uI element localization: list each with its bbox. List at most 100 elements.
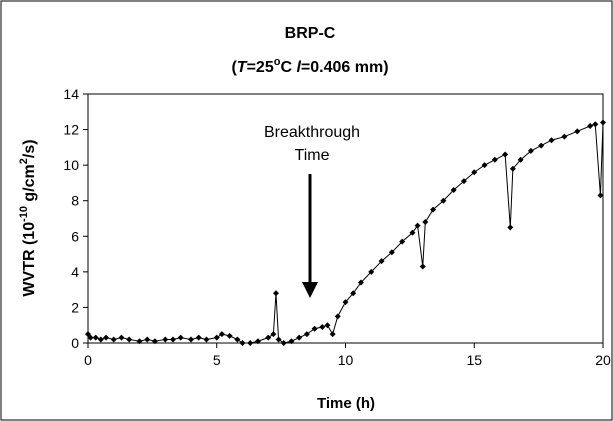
data-point [350,290,357,297]
subtitle-part: l [296,59,301,76]
data-point [507,224,514,231]
data-point [527,147,534,154]
data-point [491,156,498,163]
data-point [592,121,599,128]
x-tick-label: 15 [466,352,482,368]
data-point [254,338,261,345]
y-tick-label: 12 [63,122,79,138]
x-tick-label: 20 [595,352,611,368]
y-tick-label: 6 [71,228,79,244]
data-point [247,340,254,346]
data-point [509,165,516,172]
subtitle-part: o [274,56,281,68]
y-axis-label: WVTR (10-10 g/cm2/s) [18,139,38,296]
chart-subtitle: (T=25oC l=0.406 mm) [231,56,388,76]
y-tick-label: 0 [71,335,79,351]
data-point [213,334,220,341]
y-tick-label: 2 [71,299,79,315]
data-point [587,123,594,130]
subtitle-part: C [280,59,296,76]
data-point [218,331,225,338]
data-point [334,313,341,320]
y-label-part: /s) [21,139,38,158]
data-point [275,336,282,343]
x-tick-label: 0 [84,352,92,368]
subtitle-part: =25 [247,59,274,76]
y-tick-label: 10 [63,157,79,173]
data-point [329,331,336,338]
y-tick-label: 8 [71,193,79,209]
data-point [103,334,110,341]
data-point [517,156,524,163]
y-label-part: 2 [18,158,30,164]
data-point [188,336,194,343]
x-tick-label: 5 [213,352,221,368]
subtitle-part: ( [231,59,237,76]
data-point [234,336,241,343]
data-point [136,338,143,345]
data-point [272,290,279,297]
data-point [388,249,395,256]
data-point [574,128,581,135]
data-point [481,162,488,169]
annotation: Breakthrough [264,124,360,141]
y-label-part: -10 [18,206,30,222]
subtitle-part: T [237,59,248,76]
data-point [342,299,349,306]
data-point [319,323,326,330]
subtitle-part: =0.406 mm) [301,59,389,76]
data-point [422,219,429,226]
data-point [471,169,478,176]
data-point [409,229,416,236]
data-point [368,268,375,275]
data-point [430,206,437,213]
data-point [288,338,295,345]
data-point [169,336,176,343]
data-point [303,331,310,338]
data-point [597,192,604,199]
data-point [85,331,91,338]
y-label-part: g/cm [21,164,38,206]
data-point [265,334,272,341]
data-point [270,331,277,338]
data-point [226,332,233,339]
data-point [92,334,99,341]
data-point [195,334,202,341]
data-point [502,151,509,158]
data-point [280,340,287,346]
data-point [203,336,210,343]
data-point [239,340,246,346]
data-point [460,178,467,185]
data-point [118,334,125,341]
y-tick-label: 4 [71,264,79,280]
data-point [600,119,606,126]
data-point [538,142,545,149]
y-label-part: WVTR (10 [21,222,38,297]
data-point [296,334,303,341]
x-axis-label: Time (h) [317,395,375,412]
data-point [548,137,555,144]
data-point [177,334,184,341]
data-point [311,325,318,332]
data-point [324,322,331,329]
chart-title: BRP-C [285,25,336,42]
data-point [162,336,169,343]
x-tick-label: 10 [338,352,354,368]
data-point [126,336,133,343]
data-point [97,336,104,343]
data-point [414,222,421,229]
data-point [357,279,364,286]
data-point [87,334,94,341]
data-point [450,187,457,194]
data-point [378,258,385,265]
data-point [151,338,158,345]
data-point [561,133,568,140]
annotation: Time [295,147,330,164]
data-point [440,197,447,204]
data-point [110,336,117,343]
data-point [399,238,406,245]
arrow-head [302,282,318,298]
y-tick-label: 14 [63,86,79,102]
